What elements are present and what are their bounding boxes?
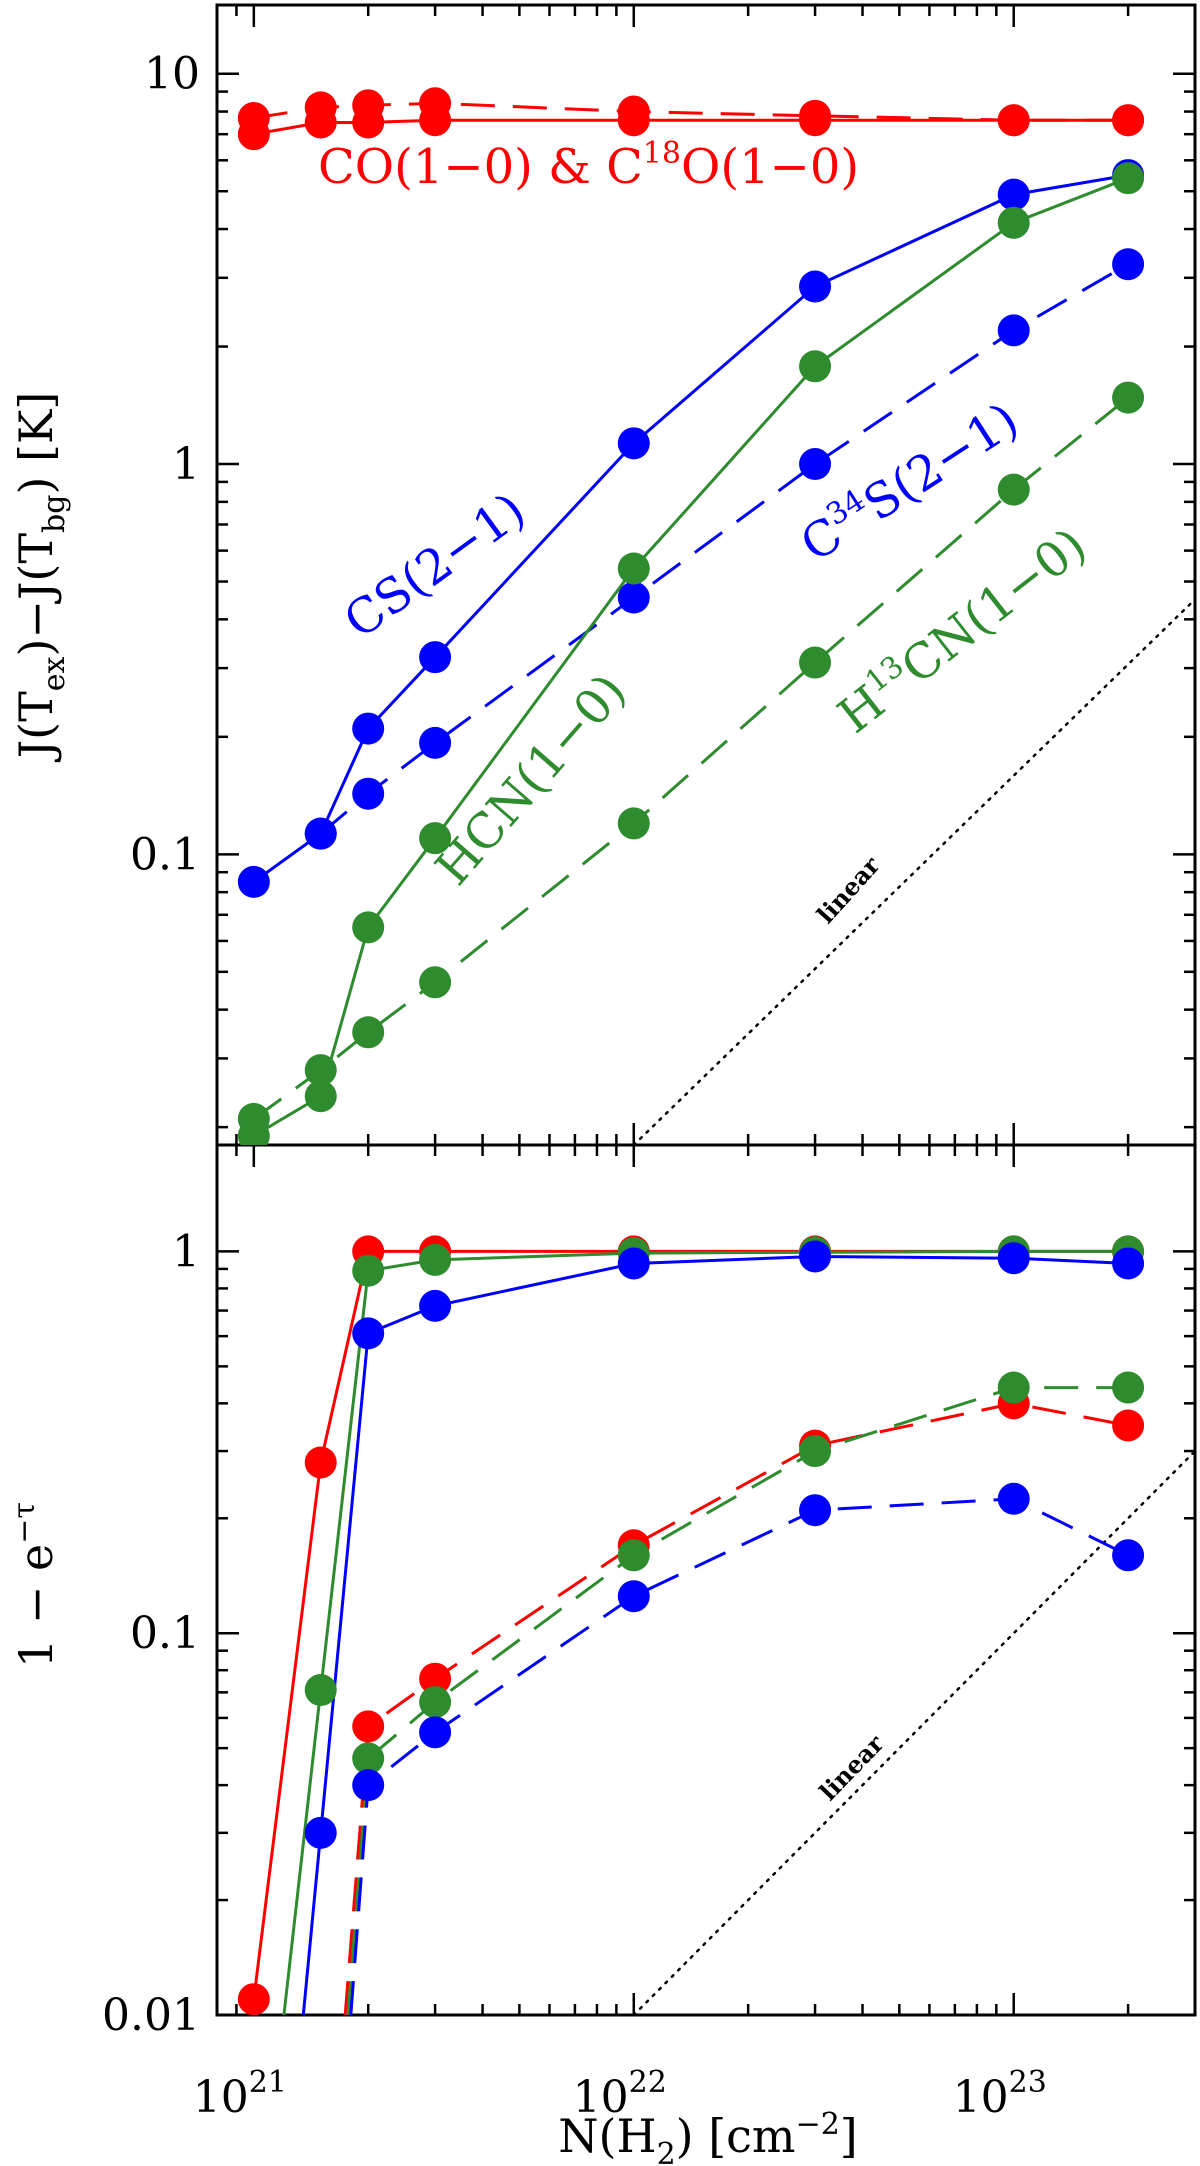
top-series-c18o-1-0-point	[304, 91, 337, 124]
bottom-series-c34s-2-1-point	[352, 1769, 385, 1802]
bottom-series-c34s-2-1-point	[617, 1580, 650, 1613]
top-series-cs-2-1-point	[419, 641, 452, 674]
co-annotation: CO(1−0) & C18O(1−0)	[318, 136, 859, 195]
bottom-series-c18o-1-0-point	[352, 1710, 385, 1743]
bottom-series-cs-2-1-point	[799, 1240, 832, 1273]
top-y-tick-label: 0.1	[130, 829, 200, 880]
bottom-series-cs-2-1-point	[304, 1816, 337, 1849]
bottom-series-cs-2-1-line	[301, 1254, 1129, 2015]
bottom-series-cs-2-1-point	[617, 1247, 650, 1280]
top-series-c34s-2-1-point	[617, 581, 650, 614]
top-series-h13cn-1-0-line	[252, 396, 1130, 1121]
top-series-c34s-2-1-point	[1112, 248, 1145, 281]
bottom-series-h13cn-1-0-point	[419, 1686, 452, 1719]
bottom-series-h13cn-1-0-point	[1112, 1371, 1145, 1404]
top-series-h13cn-1-0-point	[799, 646, 832, 679]
top-series-c18o-1-0-point	[1112, 104, 1145, 137]
bottom-y-tick-label: 0.01	[102, 1990, 200, 2041]
top-y-axis-label: J(Tex)−J(Tbg) [K]	[9, 392, 72, 763]
top-y-tick-label: 10	[144, 49, 200, 100]
top-y-tick-label: 1	[172, 439, 200, 490]
top-series-cs-2-1-point	[237, 865, 270, 898]
bottom-series-hcn-1-0-line	[282, 1249, 1129, 2015]
bottom-series-c34s-2-1-point	[799, 1494, 832, 1527]
x-tick-label: 1022	[573, 2065, 667, 2123]
top-series-hcn-1-0-point	[1112, 162, 1145, 195]
top-series-h13cn-1-0-point	[237, 1102, 270, 1135]
bottom-series-h13cn-1-0-point	[617, 1539, 650, 1572]
top-series-c34s-2-1-point	[304, 817, 337, 850]
x-axis-label: N(H2) [cm−2]	[558, 2107, 858, 2166]
top-series-c34s-2-1-point	[352, 777, 385, 810]
top-series-h13cn-1-0-point	[1112, 381, 1145, 414]
co-c18o-curve-label: CO(1−0) & C18O(1−0)	[318, 136, 859, 195]
bottom-y-tick-label: 1	[172, 1226, 200, 1277]
bottom-series-cs-2-1-point	[419, 1289, 452, 1322]
bottom-series-hcn-1-0-point	[419, 1243, 452, 1276]
bottom-series-c34s-2-1-point	[1112, 1539, 1145, 1572]
bottom-series-cs-2-1-point	[1112, 1247, 1145, 1280]
top-series-c34s-2-1-point	[799, 448, 832, 481]
top-series-c18o-1-0-point	[997, 104, 1030, 137]
top-series-cs-2-1-point	[997, 178, 1030, 211]
top-series-cs-2-1-point	[799, 270, 832, 303]
bottom-series-h13cn-1-0-point	[799, 1435, 832, 1468]
top-series-hcn-1-0-point	[997, 206, 1030, 239]
top-series-h13cn-1-0-point	[617, 807, 650, 840]
bottom-linear-reference-line	[632, 1449, 1195, 2015]
bottom-series-cs-2-1-point	[352, 1317, 385, 1350]
top-series-hcn-1-0-point	[352, 911, 385, 944]
bottom-series-c34s-2-1-point	[419, 1716, 452, 1749]
top-series-hcn-1-0-point	[419, 822, 452, 855]
top-series-c18o-1-0-point	[237, 102, 270, 135]
top-series-h13cn-1-0-point	[997, 473, 1030, 506]
top-series-c34s-2-1-point	[997, 314, 1030, 347]
bottom-series-hcn-1-0-point	[304, 1674, 337, 1707]
top-series-cs-2-1-line	[252, 173, 1129, 884]
bottom-series-h13cn-1-0-point	[352, 1742, 385, 1775]
top-series-c18o-1-0-point	[617, 95, 650, 128]
top-series-h13cn-1-0-point	[304, 1054, 337, 1087]
bottom-panel-frame	[215, 1143, 1197, 2017]
top-series-cs-2-1-point	[352, 712, 385, 745]
x-tick-label: 1023	[953, 2065, 1047, 2123]
reference-lines	[632, 598, 1195, 2015]
tick-labels: 1021 1022 1023 0.1 1 10 0.01 0.1 1	[102, 49, 1047, 2123]
top-series-hcn-1-0-point	[617, 552, 650, 585]
bottom-series-h13cn-1-0-point	[997, 1371, 1030, 1404]
bottom-series-c18o-1-0-point	[419, 1662, 452, 1695]
bottom-series-hcn-1-0-point	[352, 1254, 385, 1287]
top-series-h13cn-1-0-point	[419, 966, 452, 999]
axis-ticks	[215, 5, 1197, 2017]
top-series-c34s-2-1-point	[419, 726, 452, 759]
bottom-series-co-1-0-point	[237, 1983, 270, 2015]
top-series-hcn-1-0-point	[304, 1080, 337, 1113]
series-markers	[237, 87, 1145, 2015]
x-tick-label: 1021	[193, 2065, 287, 2123]
bottom-series-cs-2-1-point	[997, 1242, 1030, 1275]
bottom-series-co-1-0-point	[304, 1446, 337, 1479]
bottom-series-c34s-2-1-point	[997, 1482, 1030, 1515]
top-series-c18o-1-0-point	[419, 87, 452, 120]
top-series-c18o-1-0-point	[352, 89, 385, 122]
top-series-c18o-1-0-point	[799, 99, 832, 132]
bottom-series-c18o-1-0-point	[1112, 1409, 1145, 1442]
top-series-cs-2-1-point	[617, 427, 650, 460]
top-series-hcn-1-0-point	[799, 350, 832, 383]
bottom-y-tick-label: 0.1	[130, 1608, 200, 1659]
top-series-h13cn-1-0-point	[352, 1016, 385, 1049]
